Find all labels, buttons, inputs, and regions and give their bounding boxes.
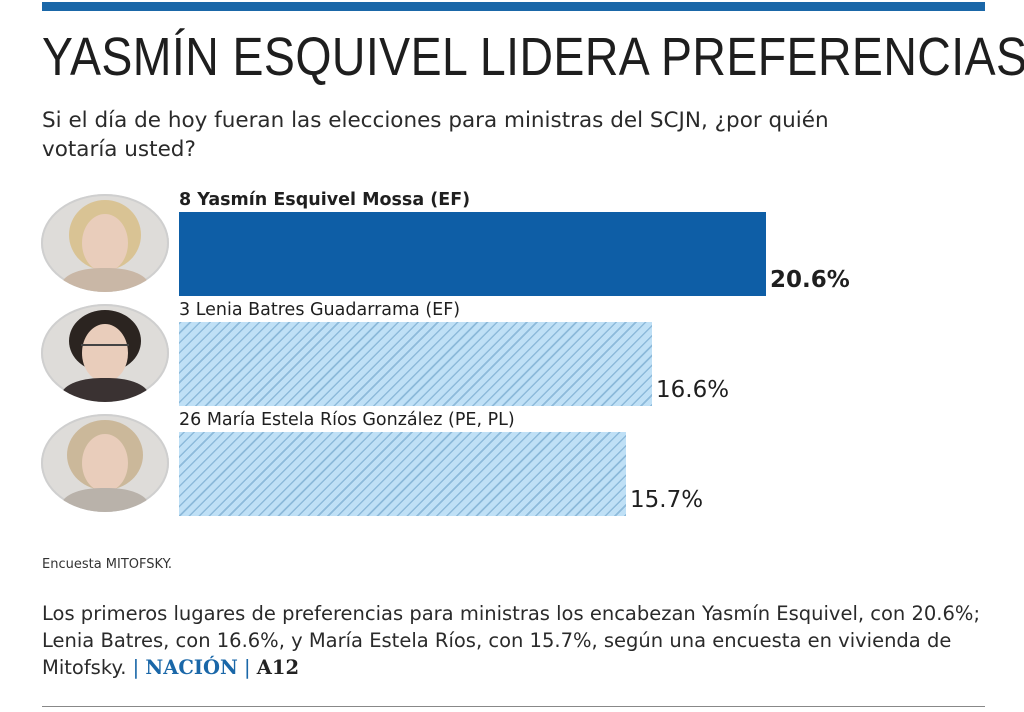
bar-label: 3 Lenia Batres Guadarrama (EF) <box>179 300 461 320</box>
candidate-portrait-photo <box>41 304 169 402</box>
section-name: NACIÓN <box>145 656 238 679</box>
caption-text: Los primeros lugares de preferencias par… <box>42 600 992 681</box>
caption-separator: | <box>244 656 251 679</box>
source-note: Encuesta MITOFSKY. <box>42 557 173 572</box>
page-reference: A12 <box>256 656 300 679</box>
bar-label: 26 María Estela Ríos González (PE, PL) <box>179 410 515 430</box>
data-label: 15.7% <box>630 487 704 513</box>
candidate-row: 8 Yasmín Esquivel Mossa (EF) 20.6% <box>0 190 1024 300</box>
bar-label: 8 Yasmín Esquivel Mossa (EF) <box>179 190 471 210</box>
top-accent-rule <box>42 2 985 11</box>
caption-separator: | <box>132 656 140 679</box>
bar <box>179 212 766 296</box>
bar <box>179 322 652 406</box>
candidate-row: 3 Lenia Batres Guadarrama (EF) 16.6% <box>0 300 1024 410</box>
candidate-row: 26 María Estela Ríos González (PE, PL) 1… <box>0 410 1024 520</box>
candidate-portrait-photo <box>41 194 169 292</box>
caption-body: Los primeros lugares de preferencias par… <box>42 602 981 679</box>
data-label: 20.6% <box>770 267 850 293</box>
chart-title: YASMÍN ESQUIVEL LIDERA PREFERENCIAS <box>42 27 1024 87</box>
chart-subtitle: Si el día de hoy fueran las elecciones p… <box>42 108 829 162</box>
bottom-rule <box>42 706 985 707</box>
candidate-portrait-photo <box>41 414 169 512</box>
data-label: 16.6% <box>656 377 730 403</box>
bar <box>179 432 626 516</box>
